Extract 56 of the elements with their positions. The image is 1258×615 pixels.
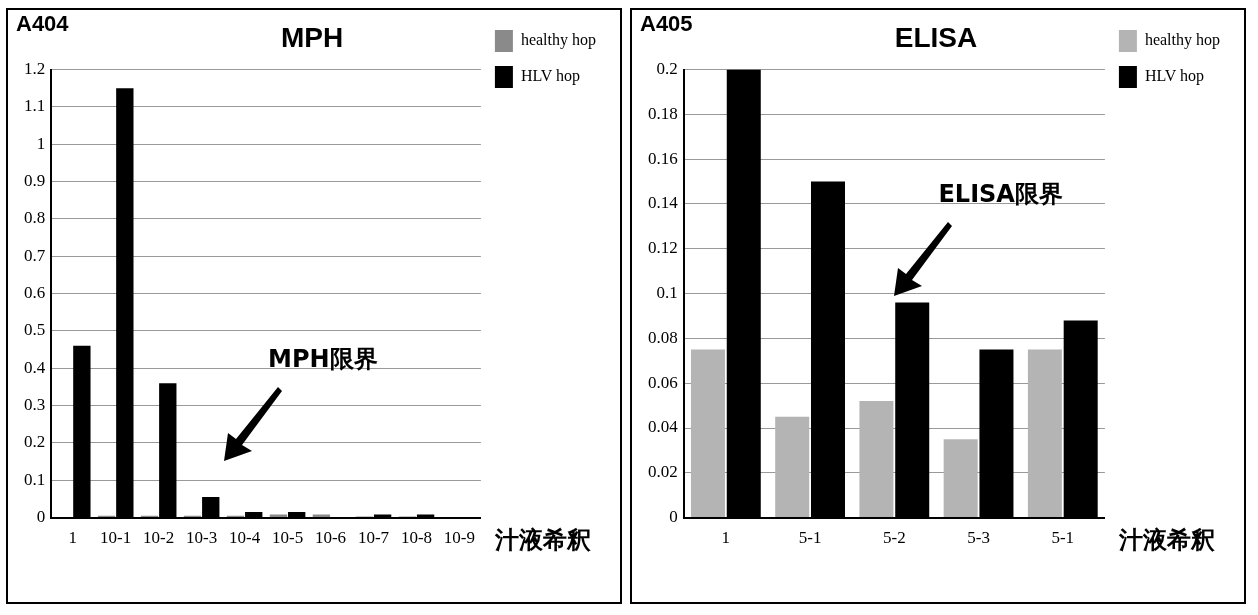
y-axis-title: A404 [16, 11, 70, 37]
x-tick-label: 10-5 [271, 528, 304, 548]
legend-label: HLV hop [520, 67, 581, 86]
chart-title: MPH [280, 21, 344, 53]
y-axis-title: A405 [640, 11, 693, 37]
y-tick-label: 0.3 [24, 395, 46, 415]
x-tick-label: 10-6 [314, 528, 347, 548]
x-tick-label: 5-2 [882, 528, 906, 548]
y-tick-label: 1.2 [24, 59, 46, 79]
bar [943, 439, 978, 518]
y-tick-label: 0.14 [648, 193, 679, 213]
bar [1027, 349, 1062, 518]
x-tick-label: 5-1 [1051, 528, 1075, 548]
x-tick-label: 5-3 [967, 528, 990, 548]
x-tick-label: 10-8 [400, 528, 433, 548]
y-tick-label: 0.2 [656, 59, 678, 79]
y-tick-label: 0.1 [24, 469, 46, 489]
x-tick-label: 10-7 [357, 528, 390, 548]
y-tick-label: 0.2 [24, 432, 46, 452]
x-tick-label: 10-1 [100, 528, 132, 548]
x-tick-label: 1 [721, 528, 731, 548]
y-tick-label: 0.08 [648, 327, 678, 347]
bar [775, 416, 810, 518]
annotation: MPH限界 [268, 344, 378, 376]
x-tick-label: 5-1 [798, 528, 822, 548]
y-tick-label: 0.02 [648, 462, 678, 482]
bar [690, 349, 725, 518]
y-tick-label: 0.06 [648, 372, 678, 392]
y-tick-label: 0.5 [24, 320, 46, 340]
chart-title: ELISA [894, 21, 978, 53]
x-tick-label: 10-2 [143, 528, 175, 548]
y-tick-label: 0 [36, 507, 46, 527]
y-tick-label: 1 [36, 133, 46, 153]
y-tick-label: 0.7 [24, 245, 46, 265]
x-axis-title: 汁液希釈 [493, 525, 591, 554]
y-tick-label: 0.12 [648, 238, 678, 258]
legend-label: healthy hop [1144, 31, 1220, 50]
y-tick-label: 0.8 [24, 208, 46, 228]
y-tick-label: 0.9 [24, 171, 46, 191]
x-axis-title: 汁液希釈 [1117, 525, 1215, 554]
bar [859, 401, 894, 518]
y-tick-label: 0.18 [648, 103, 678, 123]
y-tick-label: 1.1 [24, 96, 46, 116]
y-tick-label: 0.4 [24, 357, 46, 377]
y-tick-label: 0.04 [648, 417, 679, 437]
legend-label: healthy hop [520, 31, 596, 50]
y-tick-label: 0.6 [24, 283, 46, 303]
x-tick-label: 10-3 [186, 528, 218, 548]
x-tick-label: 10-4 [229, 528, 261, 548]
x-tick-label: 10-9 [443, 528, 476, 548]
annotation: ELISA限界 [938, 178, 1063, 210]
y-tick-label: 0.16 [648, 148, 678, 168]
legend-label: HLV hop [1144, 67, 1205, 86]
x-tick-label: 1 [68, 528, 77, 548]
y-tick-label: 0.1 [656, 283, 678, 303]
y-tick-label: 0 [669, 507, 678, 527]
